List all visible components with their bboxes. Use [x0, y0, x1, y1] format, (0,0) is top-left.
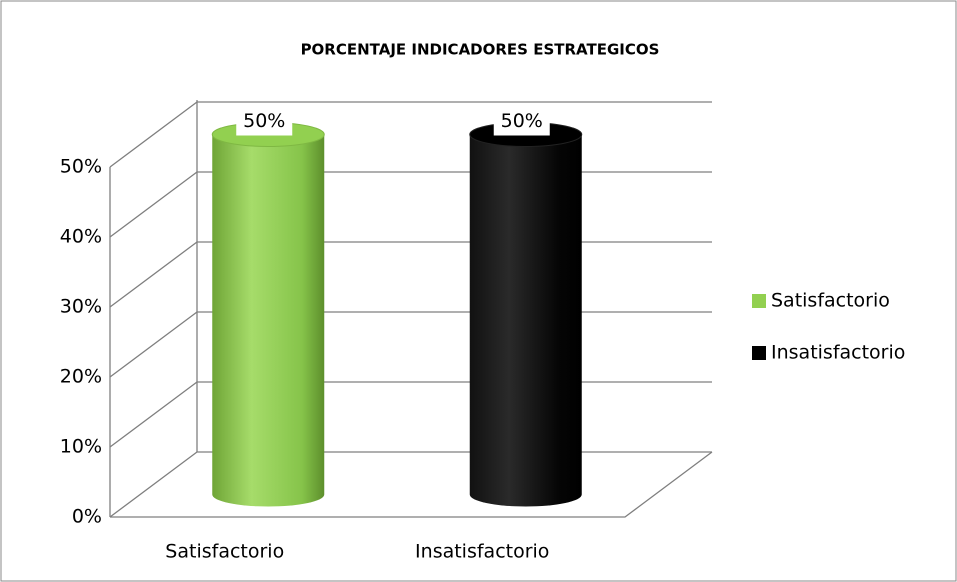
- x-tick-label: Satisfactorio: [165, 541, 284, 563]
- bar: [211, 122, 325, 507]
- legend-swatch: [752, 294, 766, 308]
- chart-title: PORCENTAJE INDICADORES ESTRATEGICOS: [301, 41, 660, 59]
- legend-label: Satisfactorio: [771, 290, 890, 312]
- y-tick-label: 0%: [72, 506, 102, 528]
- y-tick-label: 10%: [60, 436, 102, 458]
- value-label-box: [493, 107, 550, 136]
- legend-label: Insatisfactorio: [771, 342, 905, 364]
- y-tick-label: 20%: [60, 366, 102, 388]
- floor: [110, 451, 713, 518]
- bar: [469, 122, 583, 507]
- cylinder-body: [469, 134, 582, 507]
- value-label: 50%: [243, 110, 285, 132]
- y-tick-label: 40%: [60, 226, 102, 248]
- grid-line: [109, 101, 712, 168]
- value-label: 50%: [501, 110, 543, 132]
- x-tick-label: Insatisfactorio: [415, 541, 549, 563]
- y-tick-label: 50%: [60, 156, 102, 178]
- value-label-box: [236, 107, 293, 136]
- cylinder-body: [212, 134, 325, 507]
- y-tick-label: 30%: [60, 296, 102, 318]
- legend-swatch: [752, 346, 766, 360]
